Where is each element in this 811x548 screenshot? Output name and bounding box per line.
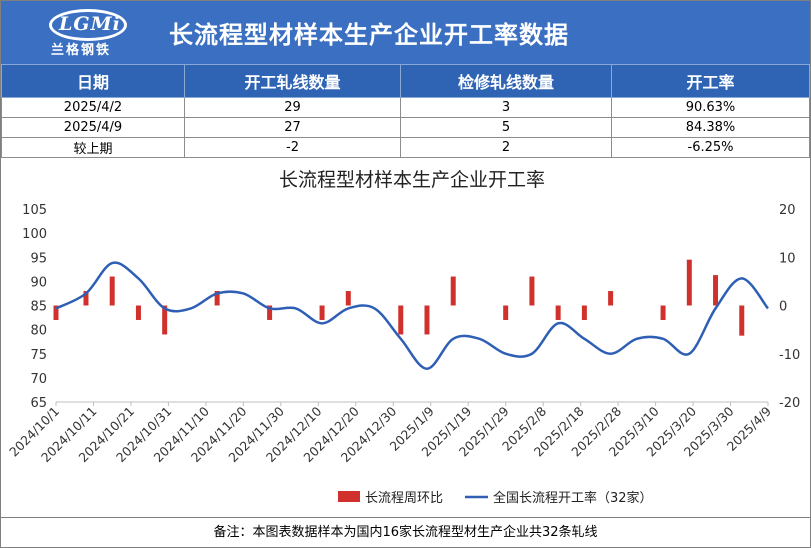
page-title: 长流程型材样本生产企业开工率数据 (169, 21, 569, 49)
chart-title: 长流程型材样本生产企业开工率 (279, 169, 545, 191)
y-left-tick-label: 65 (30, 396, 47, 411)
bar-week-change (660, 305, 666, 320)
bar-week-change (608, 291, 614, 306)
bar-week-change (581, 305, 587, 320)
bar-week-change (135, 305, 141, 320)
table-cell: 2025/4/9 (1, 117, 185, 138)
table-header-row: 日期 开工轧线数量 检修轧线数量 开工率 (1, 64, 810, 98)
column-header-maintenance-lines: 检修轧线数量 (400, 64, 612, 98)
table-row: 2025/4/9 27 5 84.38% (1, 117, 810, 138)
bar-week-change (319, 305, 325, 320)
y-left-tick-label: 95 (30, 251, 47, 266)
bar-week-change (398, 305, 404, 335)
table-cell: 29 (184, 97, 401, 118)
bar-week-change (267, 305, 273, 320)
y-left-tick-label: 75 (30, 348, 47, 363)
bar-week-change (424, 305, 430, 335)
legend-label-line: 全国长流程开工率（32家） (493, 490, 653, 506)
table-cell: -2 (184, 137, 401, 158)
table-cell: 2 (400, 137, 612, 158)
y-right-tick-label: 0 (779, 300, 787, 315)
y-right-tick-label: -10 (779, 348, 800, 363)
column-header-date: 日期 (1, 64, 185, 98)
legend-swatch-bar (338, 491, 360, 502)
y-left-tick-label: 105 (22, 203, 47, 218)
bar-week-change (450, 276, 456, 306)
header-banner: LGMi 兰格钢铁 长流程型材样本生产企业开工率数据 (1, 1, 810, 64)
y-left-tick-label: 85 (30, 300, 47, 315)
table-row: 2025/4/2 29 3 90.63% (1, 97, 810, 118)
y-right-tick-label: 20 (779, 203, 796, 218)
y-right-tick-label: -20 (779, 396, 800, 411)
summary-table: 日期 开工轧线数量 检修轧线数量 开工率 2025/4/2 29 3 90.63… (1, 64, 810, 158)
y-left-tick-label: 100 (22, 227, 47, 242)
footer-note: 备注：本图表数据样本为国内16家长流程型材生产企业共32条轧线 (1, 517, 810, 547)
table-cell: 3 (400, 97, 612, 118)
y-left-tick-label: 70 (30, 372, 47, 387)
bar-week-change (686, 259, 692, 306)
bar-week-change (739, 305, 745, 336)
operating-rate-chart: 长流程型材样本生产企业开工率1051009590858075706520100-… (6, 169, 800, 506)
bar-week-change (214, 291, 220, 306)
table-cell: 90.63% (611, 97, 810, 118)
column-header-operating-rate: 开工率 (611, 64, 810, 98)
table-cell: 较上期 (1, 137, 185, 158)
bar-week-change (503, 305, 509, 320)
bar-week-change (345, 291, 351, 306)
logo-ring (49, 9, 127, 41)
column-header-running-lines: 开工轧线数量 (184, 64, 401, 98)
logo-text: LGMi (59, 13, 121, 35)
table-cell: 2025/4/2 (1, 97, 185, 118)
table-cell: 5 (400, 117, 612, 138)
line-national-operating-rate (55, 261, 769, 370)
y-right-tick-label: 10 (779, 251, 796, 266)
legend-label-bar: 长流程周环比 (365, 491, 443, 506)
table-cell: 27 (184, 117, 401, 138)
table-cell: -6.25% (611, 137, 810, 158)
y-left-tick-label: 90 (30, 275, 47, 290)
bar-week-change (83, 291, 89, 306)
table-row: 较上期 -2 2 -6.25% (1, 137, 810, 158)
bar-week-change (555, 305, 561, 320)
y-left-tick-label: 80 (30, 324, 47, 339)
bar-week-change (53, 305, 59, 320)
brand-logo: LGMi 兰格钢铁 (41, 7, 141, 59)
logo-chinese-text: 兰格钢铁 (51, 43, 112, 58)
bar-week-change (109, 276, 115, 306)
bar-week-change (529, 276, 535, 306)
bar-week-change (713, 275, 719, 306)
table-cell: 84.38% (611, 117, 810, 138)
bar-week-change (162, 305, 168, 335)
